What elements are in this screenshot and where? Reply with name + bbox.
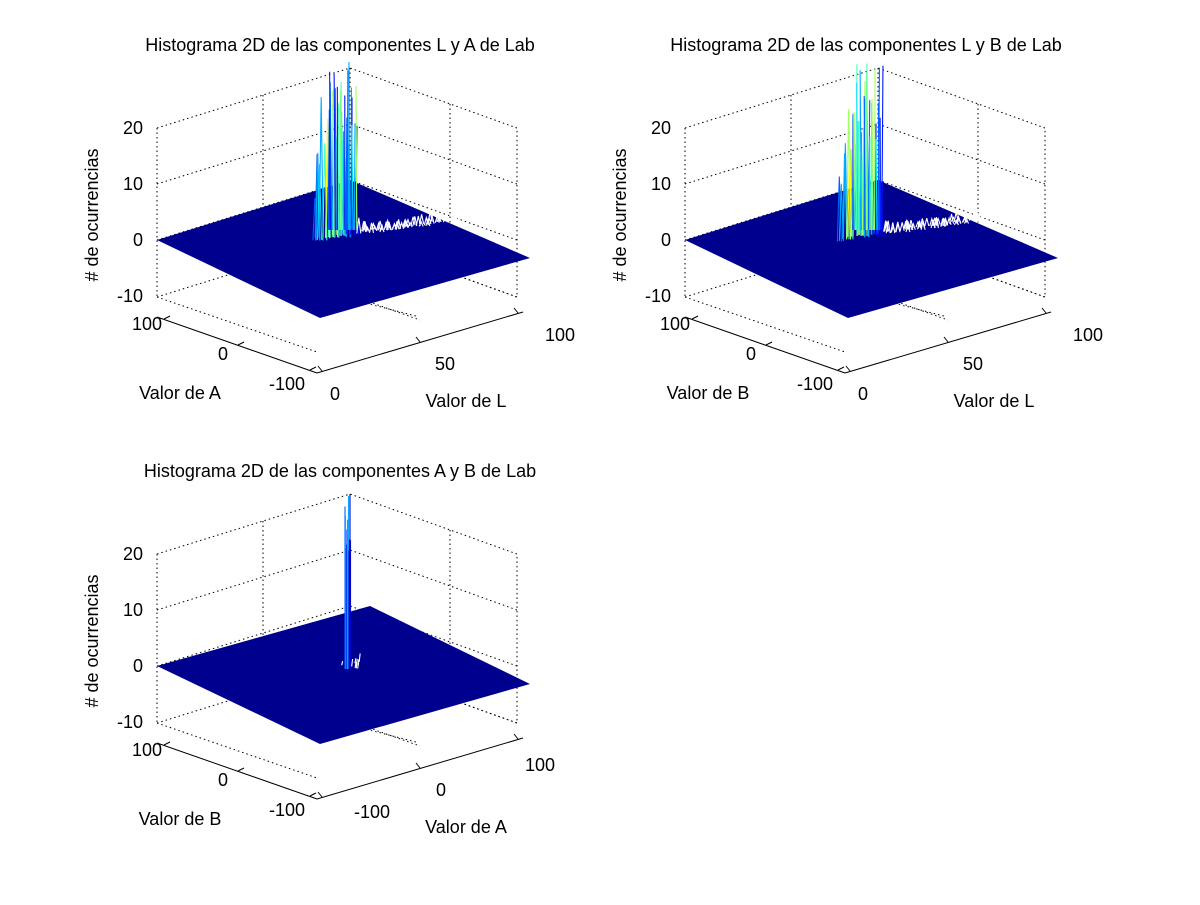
y-tick-label: -100 bbox=[797, 374, 833, 394]
histogram-spike bbox=[347, 70, 348, 230]
axes-front bbox=[157, 734, 523, 799]
subplot-l-b: Histograma 2D de las componentes L y B d… bbox=[610, 35, 1103, 411]
x-tick-label: 100 bbox=[525, 755, 555, 775]
zlabel: # de ocurrencias bbox=[82, 148, 102, 281]
z-tick-label: 0 bbox=[133, 656, 143, 676]
z-tick-label: 10 bbox=[123, 174, 143, 194]
x-tick-label: 0 bbox=[436, 780, 446, 800]
z-tick-label: 20 bbox=[123, 544, 143, 564]
z-tick-label: 0 bbox=[133, 230, 143, 250]
z-tick-label: -10 bbox=[117, 286, 143, 306]
histogram-spike bbox=[349, 62, 350, 230]
y-tick-label: 100 bbox=[132, 314, 162, 334]
histogram-spike bbox=[340, 91, 341, 230]
y-tick-labels: 100 0 -100 bbox=[660, 314, 833, 394]
z-tick-labels: 20 10 0 -10 bbox=[645, 118, 671, 306]
histogram-spike bbox=[981, 211, 985, 218]
y-tick-label: 100 bbox=[132, 740, 162, 760]
y-tick-label: 0 bbox=[218, 770, 228, 790]
subplot-title: Histograma 2D de las componentes L y B d… bbox=[670, 35, 1062, 55]
axes-front bbox=[685, 308, 1051, 373]
ylabel: Valor de B bbox=[667, 383, 750, 403]
y-tick-labels: 100 0 -100 bbox=[132, 740, 305, 820]
x-tick-label: 0 bbox=[858, 384, 868, 404]
xlabel: Valor de L bbox=[426, 391, 507, 411]
x-tick-label: -100 bbox=[354, 802, 390, 822]
axes-front bbox=[157, 308, 523, 373]
ylabel: Valor de B bbox=[139, 809, 222, 829]
zlabel: # de ocurrencias bbox=[82, 574, 102, 707]
x-tick-label: 50 bbox=[963, 354, 983, 374]
ylabel: Valor de A bbox=[139, 383, 221, 403]
y-tick-label: 0 bbox=[746, 344, 756, 364]
x-tick-label: 100 bbox=[1073, 325, 1103, 345]
z-tick-label: -10 bbox=[117, 712, 143, 732]
x-tick-label: 100 bbox=[545, 325, 575, 345]
x-tick-label: 0 bbox=[330, 384, 340, 404]
histogram-spike bbox=[342, 111, 343, 230]
z-tick-label: 0 bbox=[661, 230, 671, 250]
y-tick-label: -100 bbox=[269, 800, 305, 820]
zlabel: # de ocurrencias bbox=[610, 148, 630, 281]
x-tick-label: 50 bbox=[435, 354, 455, 374]
x-tick-labels: -100 0 100 bbox=[354, 755, 555, 822]
xlabel: Valor de L bbox=[954, 391, 1035, 411]
z-tick-label: 20 bbox=[123, 118, 143, 138]
z-tick-labels: 20 10 0 -10 bbox=[117, 544, 143, 732]
y-tick-label: 100 bbox=[660, 314, 690, 334]
histogram-spike bbox=[351, 88, 352, 230]
subplot-title: Histograma 2D de las componentes A y B d… bbox=[144, 461, 536, 481]
z-tick-label: 10 bbox=[123, 600, 143, 620]
z-tick-label: 20 bbox=[651, 118, 671, 138]
histogram-spike bbox=[354, 123, 355, 230]
y-tick-label: 0 bbox=[218, 344, 228, 364]
z-tick-labels: 20 10 0 -10 bbox=[117, 118, 143, 306]
xlabel: Valor de A bbox=[425, 817, 507, 837]
subplot-a-b: Histograma 2D de las componentes A y B d… bbox=[82, 461, 555, 837]
y-tick-labels: 100 0 -100 bbox=[132, 314, 305, 394]
z-tick-label: 10 bbox=[651, 174, 671, 194]
z-tick-label: -10 bbox=[645, 286, 671, 306]
subplot-title: Histograma 2D de las componentes L y A d… bbox=[145, 35, 535, 55]
surface-plane bbox=[157, 606, 530, 744]
y-tick-label: -100 bbox=[269, 374, 305, 394]
subplot-l-a: Histograma 2D de las componentes L y A d… bbox=[82, 35, 575, 411]
